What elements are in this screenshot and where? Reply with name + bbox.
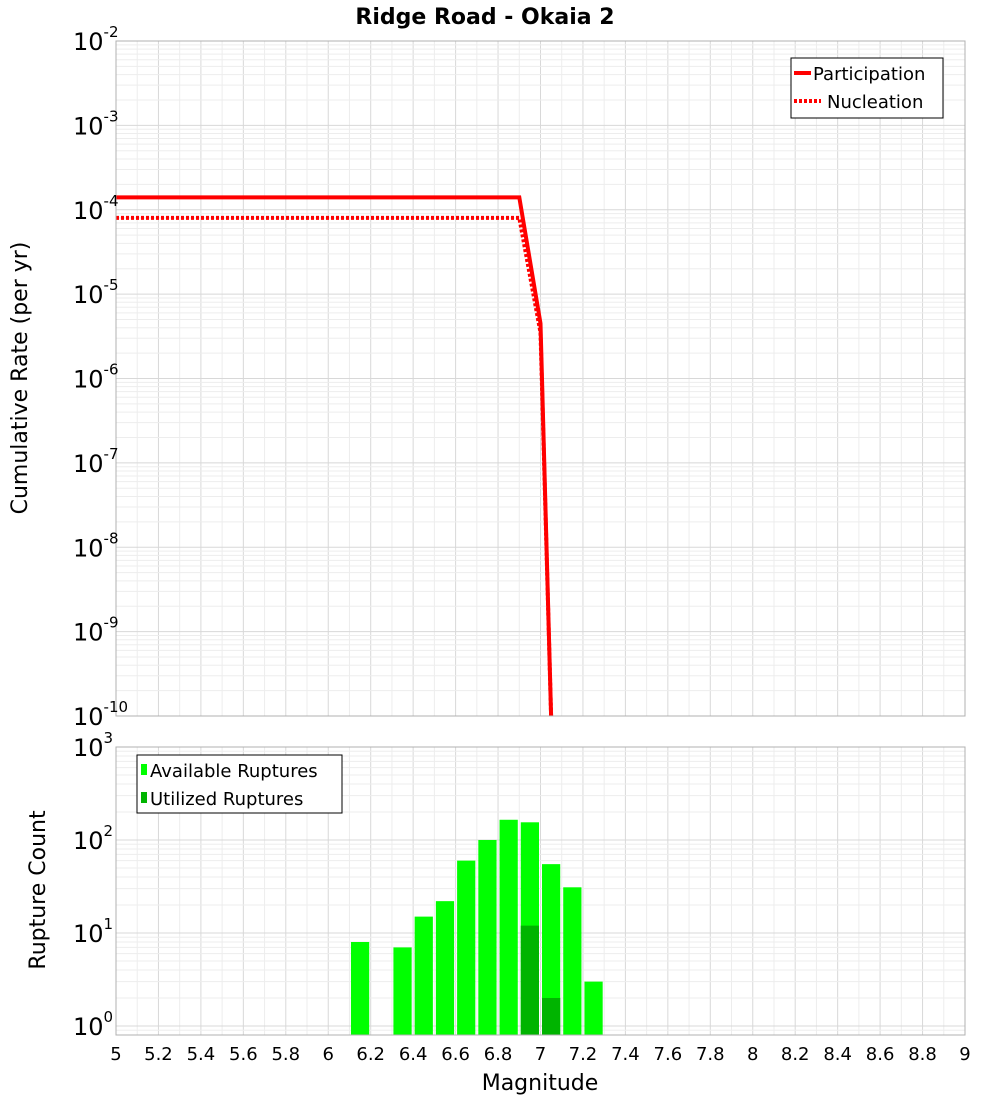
legend-utilized-label: Utilized Ruptures	[150, 789, 303, 810]
y-tick-label: 10-2	[73, 23, 119, 56]
x-tick-label: 7.2	[569, 1044, 598, 1065]
x-tick-label: 8.8	[908, 1044, 937, 1065]
available-rupture-bar	[435, 901, 455, 1035]
x-tick-label: 5.4	[187, 1044, 216, 1065]
available-rupture-bar	[457, 860, 476, 1035]
available-rupture-bar	[393, 947, 412, 1035]
legend-utilized-swatch	[141, 792, 147, 803]
utilized-rupture-bar	[542, 997, 561, 1035]
rate-lines	[116, 195, 554, 717]
y-tick-label: 10-7	[73, 445, 119, 478]
y-tick-label: 10-4	[73, 192, 119, 225]
bottom-y-axis-label: Rupture Count	[26, 810, 51, 970]
x-tick-label: 7.4	[611, 1044, 640, 1065]
legend-participation-label: Participation	[813, 64, 925, 85]
x-tick-label: 6	[323, 1044, 334, 1065]
x-tick-label: 6.6	[441, 1044, 470, 1065]
x-tick-label: 5.2	[144, 1044, 173, 1065]
x-tick-labels: 5 5.2 5.4 5.6 5.8 6 6.2 6.4 6.6 6.8 7 7.2 7.4 7.6 7.8 8…	[110, 1044, 970, 1065]
available-rupture-bar	[499, 819, 518, 1035]
x-tick-label: 7.8	[696, 1044, 725, 1065]
x-tick-label: 8.6	[866, 1044, 895, 1065]
y-tick-label: 10-3	[73, 107, 119, 140]
available-rupture-bar	[563, 887, 582, 1035]
y-tick-label: 10-8	[73, 529, 119, 562]
top-legend: Participation Nucleation	[790, 57, 944, 119]
y-tick-label: 100	[73, 1008, 113, 1041]
x-tick-label: 7.6	[654, 1044, 683, 1065]
bottom-legend-box	[136, 754, 343, 814]
bottom-panel-frame	[115, 746, 966, 1036]
x-tick-label: 6.4	[399, 1044, 428, 1065]
y-tick-label: 10-5	[73, 276, 119, 309]
chart-title: Ridge Road - Okaia 2	[355, 5, 614, 30]
available-rupture-bar	[350, 942, 370, 1035]
participation-line	[116, 195, 554, 717]
legend-nucleation-label: Nucleation	[827, 92, 923, 113]
y-tick-label: 10-6	[73, 361, 119, 394]
y-tick-label: 101	[73, 915, 113, 948]
legend-available-swatch	[141, 764, 147, 775]
available-rupture-bar	[478, 839, 497, 1035]
top-legend-box	[790, 57, 944, 119]
x-tick-label: 6.8	[484, 1044, 513, 1065]
available-rupture-bar	[584, 981, 603, 1035]
y-tick-label: 10-9	[73, 614, 119, 647]
x-axis-label: Magnitude	[482, 1071, 599, 1096]
top-y-tick-labels: 10-2 10-3 10-4 10-5 10-6 10-7 10-8 10-9 10-10	[73, 23, 128, 731]
x-tick-label: 8.4	[823, 1044, 852, 1065]
nucleation-line	[116, 215, 554, 717]
top-panel-frame	[115, 40, 966, 717]
bottom-y-tick-labels: 103 102 101 100	[73, 729, 113, 1041]
x-tick-label: 9	[959, 1044, 970, 1065]
x-tick-label: 8.2	[781, 1044, 810, 1065]
x-tick-label: 5	[110, 1044, 121, 1065]
x-tick-label: 8	[747, 1044, 758, 1065]
y-tick-label: 10-10	[73, 698, 128, 731]
x-tick-label: 5.8	[271, 1044, 300, 1065]
rupture-bars	[350, 819, 603, 1035]
legend-available-label: Available Ruptures	[150, 761, 318, 782]
available-rupture-bar	[542, 864, 561, 1035]
available-rupture-bar	[414, 916, 433, 1035]
x-tick-label: 7	[535, 1044, 546, 1065]
x-tick-label: 5.6	[229, 1044, 258, 1065]
x-tick-label: 6.2	[356, 1044, 385, 1065]
utilized-rupture-bar	[520, 925, 539, 1035]
y-tick-label: 103	[73, 729, 113, 762]
y-tick-label: 102	[73, 822, 113, 855]
top-y-axis-label: Cumulative Rate (per yr)	[8, 242, 33, 515]
bottom-legend: Available Ruptures Utilized Ruptures	[136, 754, 343, 814]
